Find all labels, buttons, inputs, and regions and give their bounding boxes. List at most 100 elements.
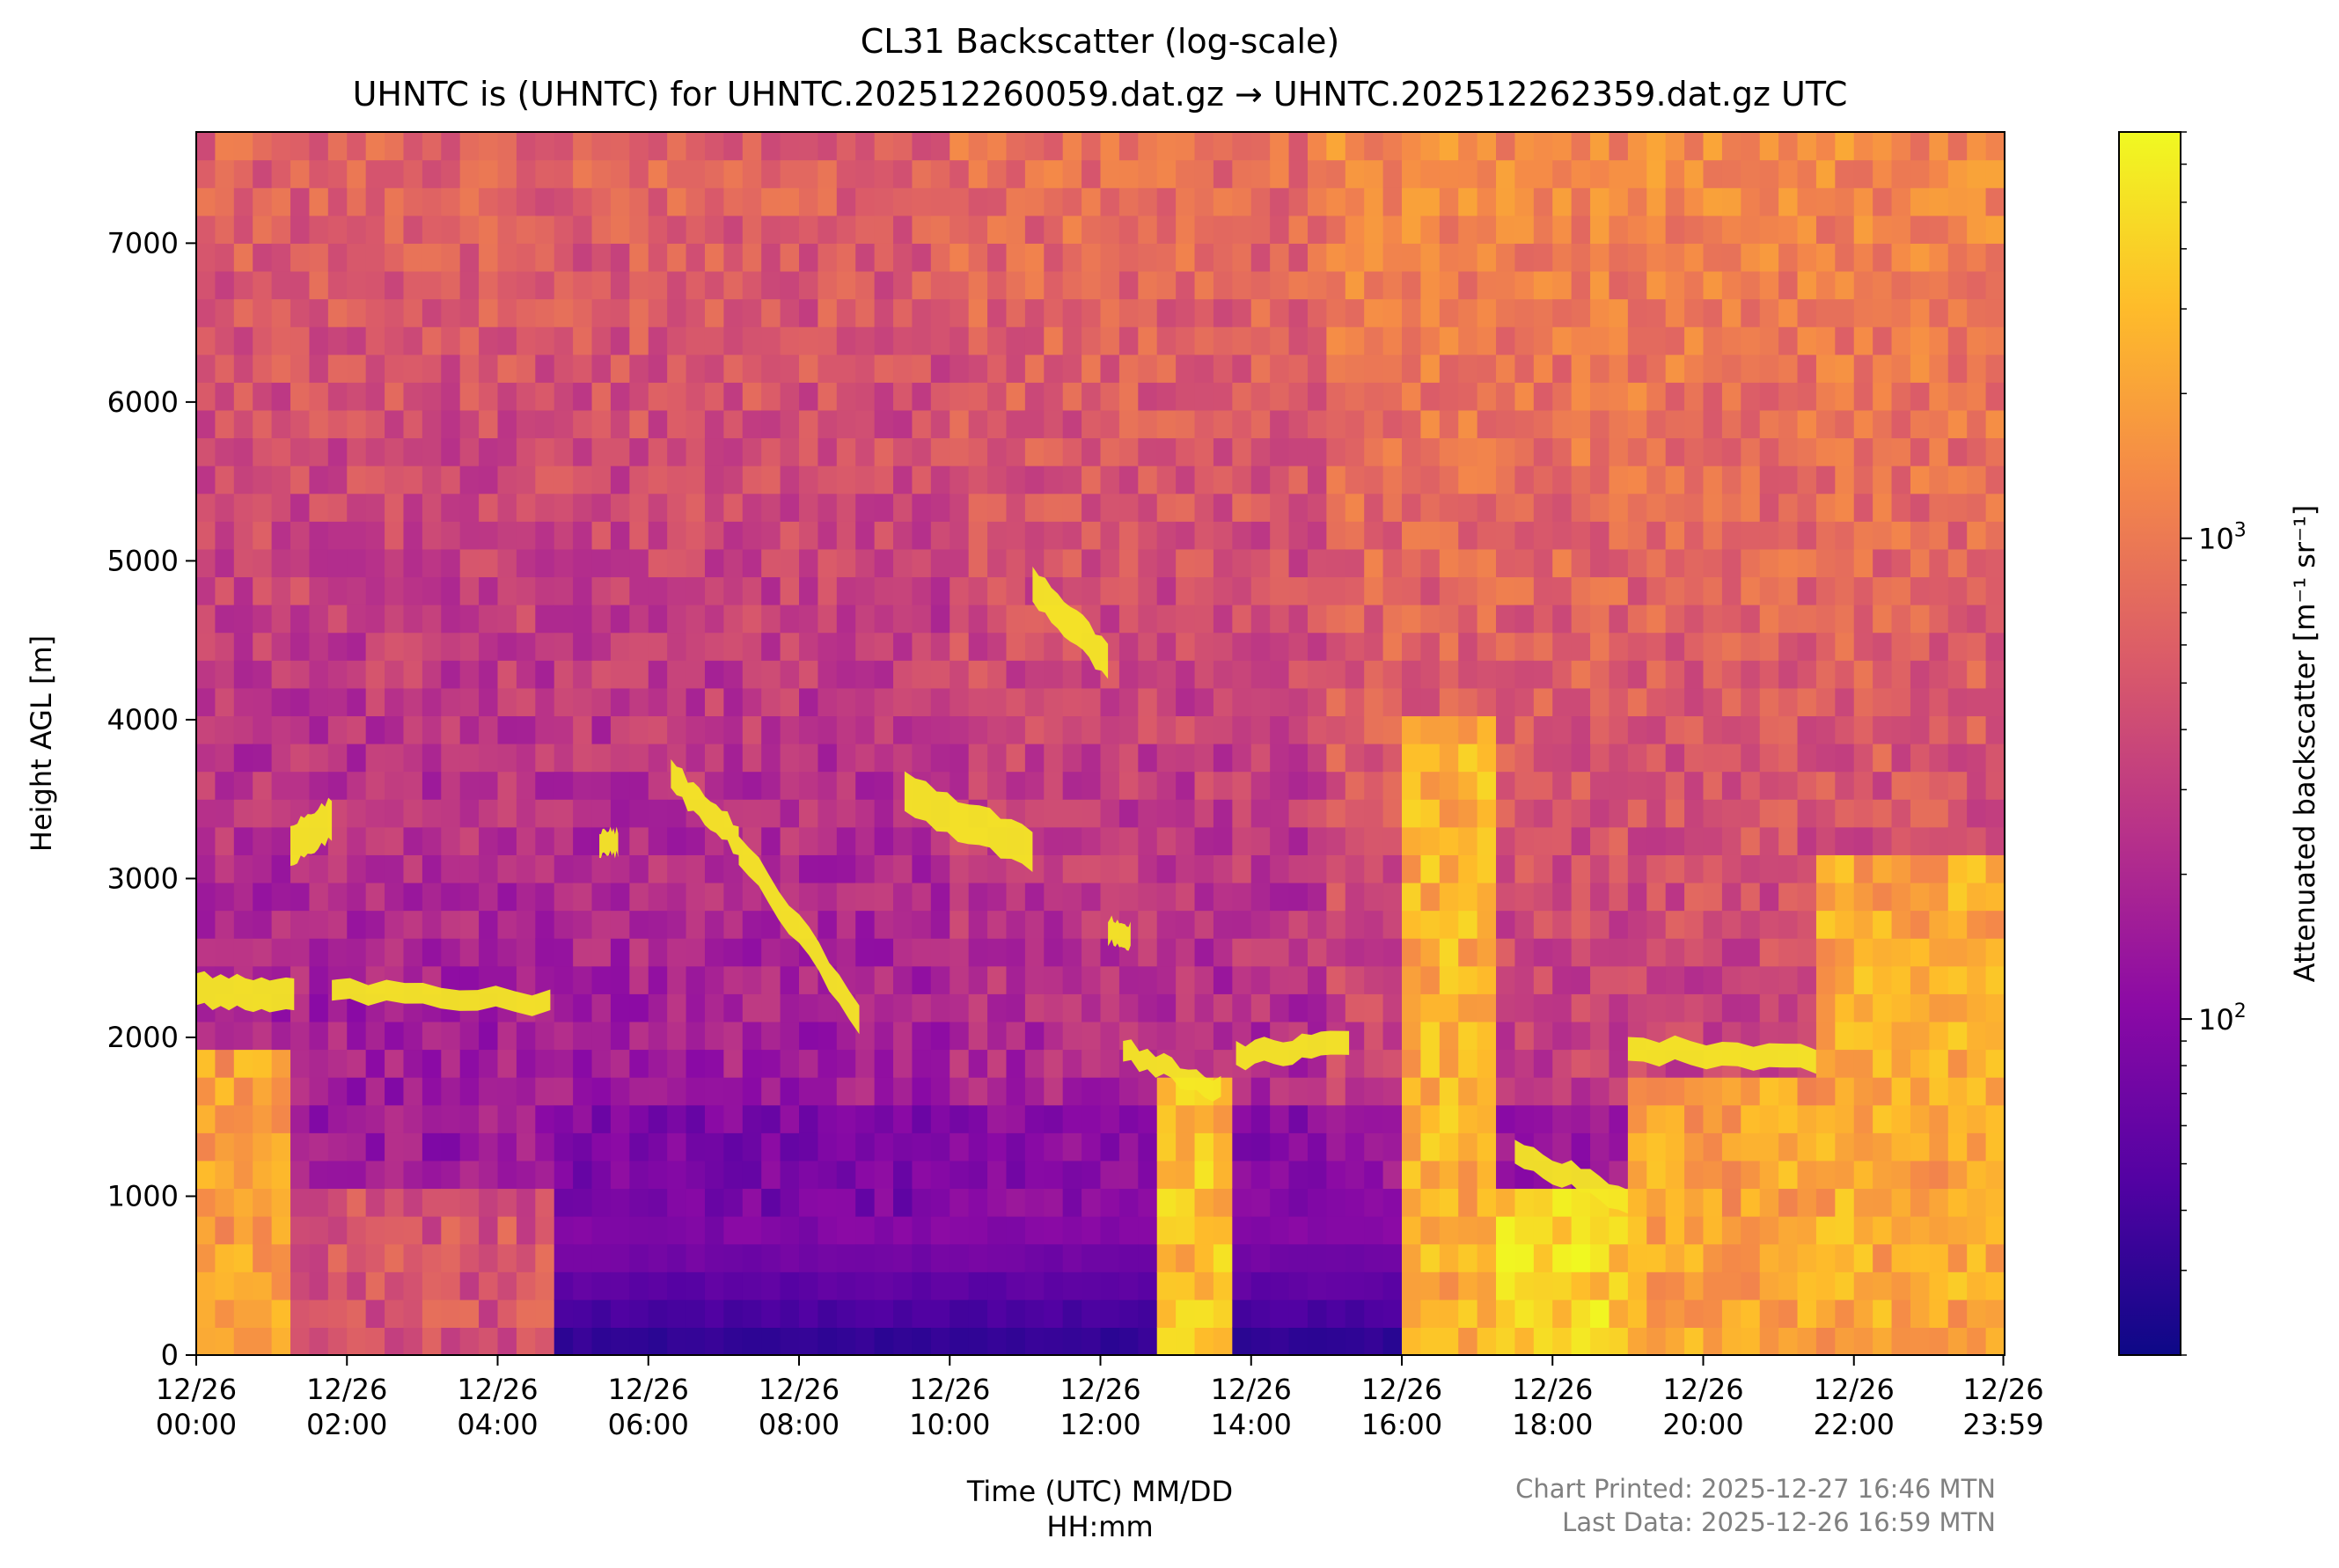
- heat-cell: [535, 771, 555, 800]
- heat-cell: [1815, 632, 1836, 661]
- heat-cell: [253, 1188, 273, 1217]
- heat-cell: [1496, 993, 1516, 1022]
- heat-cell: [1044, 1216, 1064, 1245]
- heat-cell: [912, 298, 932, 327]
- heat-cell: [855, 687, 876, 717]
- heat-cell: [1514, 243, 1535, 272]
- heat-cell: [1514, 993, 1535, 1022]
- heat-cell: [1044, 159, 1064, 188]
- heat-cell: [1947, 354, 1968, 383]
- heat-cell: [912, 744, 932, 773]
- heat-cell: [1194, 604, 1214, 634]
- heat-cell: [1156, 938, 1177, 967]
- heat-cell: [987, 1132, 1008, 1161]
- heat-cell: [968, 159, 988, 188]
- heat-cell: [271, 826, 291, 855]
- heat-cell: [704, 465, 724, 495]
- heat-cell: [1288, 604, 1309, 634]
- heat-cell: [1250, 882, 1271, 912]
- heat-cell: [610, 993, 630, 1022]
- heat-cell: [441, 132, 461, 161]
- heat-cell: [1759, 687, 1779, 717]
- heat-cell: [1006, 409, 1026, 439]
- heat-cell: [893, 270, 913, 300]
- heat-cell: [1967, 326, 1987, 355]
- heat-cell: [1665, 1327, 1685, 1355]
- heat-cell: [1382, 437, 1403, 466]
- heat-cell: [742, 1216, 762, 1245]
- heat-cell: [422, 548, 442, 578]
- heat-cell: [441, 493, 461, 522]
- heat-cell: [309, 187, 329, 216]
- heat-cell: [1326, 1243, 1346, 1272]
- heat-cell: [648, 326, 668, 355]
- heat-cell: [309, 1243, 329, 1272]
- heat-cell: [893, 521, 913, 550]
- heat-cell: [309, 938, 329, 967]
- heat-cell: [1552, 687, 1573, 717]
- x-tick-time: 10:00: [909, 1408, 990, 1441]
- heat-cell: [1156, 604, 1177, 634]
- heat-cell: [987, 938, 1008, 967]
- heat-cell: [968, 715, 988, 744]
- heat-cell: [1156, 409, 1177, 439]
- heat-cell: [1514, 604, 1535, 634]
- heat-cell: [1402, 409, 1422, 439]
- heat-cell: [1778, 1271, 1799, 1301]
- heat-cell: [1533, 548, 1553, 578]
- heat-cell: [1288, 771, 1309, 800]
- heat-cell: [1082, 1216, 1102, 1245]
- heat-cell: [290, 132, 311, 161]
- heat-cell: [1326, 965, 1346, 994]
- heat-cell: [403, 744, 423, 773]
- heat-cell: [347, 465, 367, 495]
- heat-cell: [1156, 965, 1177, 994]
- heat-cell: [818, 382, 838, 411]
- heat-cell: [516, 465, 536, 495]
- heat-cell: [1514, 437, 1535, 466]
- heat-cell: [1496, 1271, 1516, 1301]
- heat-cell: [1213, 799, 1233, 828]
- heat-cell: [271, 1216, 291, 1245]
- heat-cell: [1364, 437, 1384, 466]
- heat-cell: [385, 521, 405, 550]
- heat-cell: [1759, 604, 1779, 634]
- heat-cell: [516, 409, 536, 439]
- heat-cell: [1646, 744, 1667, 773]
- heat-cell: [1458, 1077, 1478, 1106]
- heat-cell: [686, 1271, 706, 1301]
- heat-cell: [422, 854, 442, 883]
- heat-cell: [1477, 799, 1497, 828]
- heat-cell: [1985, 799, 2005, 828]
- heat-cell: [1439, 326, 1459, 355]
- heat-cell: [1703, 687, 1723, 717]
- heat-cell: [1891, 799, 1911, 828]
- heat-cell: [1156, 882, 1177, 912]
- heat-cell: [761, 465, 781, 495]
- heat-cell: [535, 938, 555, 967]
- heat-cell: [290, 1077, 311, 1106]
- heat-cell: [686, 215, 706, 244]
- heat-cell: [1646, 938, 1667, 967]
- heat-cell: [1815, 576, 1836, 605]
- heat-cell: [1835, 1299, 1855, 1329]
- heat-cell: [1947, 1104, 1968, 1133]
- heat-cell: [968, 965, 988, 994]
- heat-cell: [1759, 965, 1779, 994]
- heat-cell: [1213, 1160, 1233, 1190]
- heat-cell: [1439, 576, 1459, 605]
- x-tick-date: 12/26: [608, 1373, 689, 1406]
- heat-cell: [573, 187, 593, 216]
- heat-cell: [950, 1049, 970, 1078]
- heat-cell: [459, 910, 480, 939]
- heat-cell: [1929, 715, 1949, 744]
- heat-cell: [836, 243, 856, 272]
- heat-cell: [1627, 660, 1647, 689]
- heat-cell: [327, 159, 348, 188]
- heat-cell: [704, 660, 724, 689]
- heat-cell: [233, 576, 253, 605]
- heat-cell: [667, 521, 687, 550]
- heat-cell: [704, 771, 724, 800]
- heat-cell: [497, 326, 517, 355]
- heat-cell: [1062, 187, 1082, 216]
